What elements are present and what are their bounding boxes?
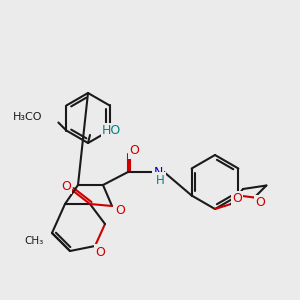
Text: O: O — [115, 203, 125, 217]
Text: O: O — [61, 179, 71, 193]
Text: O: O — [129, 145, 139, 158]
Text: CH₃: CH₃ — [25, 236, 44, 246]
Text: O: O — [232, 193, 242, 206]
Text: H: H — [156, 173, 164, 187]
Text: H₃CO: H₃CO — [13, 112, 42, 122]
Text: N: N — [153, 166, 163, 178]
Text: HO: HO — [102, 124, 121, 137]
Text: O: O — [95, 245, 105, 259]
Text: O: O — [255, 196, 265, 209]
